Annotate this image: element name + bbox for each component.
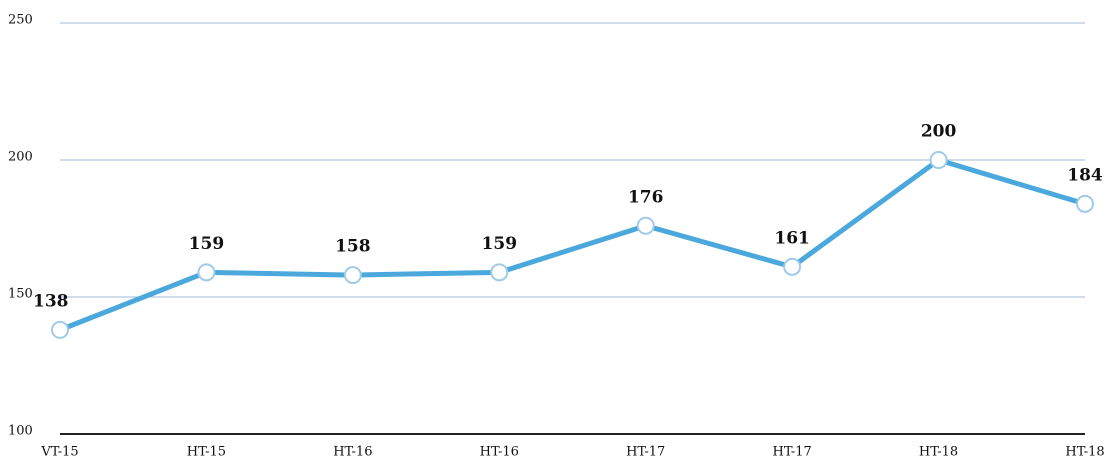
data-label: 176 xyxy=(628,187,664,207)
data-point xyxy=(1076,194,1094,213)
x-tick-label: HT-17 xyxy=(626,445,665,460)
data-point xyxy=(636,216,655,235)
x-tick-label: HT-17 xyxy=(773,445,812,460)
data-label: 200 xyxy=(921,122,957,142)
x-tick-label: HT-18 xyxy=(919,445,958,460)
x-tick-label: HT-15 xyxy=(187,445,226,460)
data-point xyxy=(783,257,802,276)
data-line xyxy=(59,157,1086,333)
data-label: 138 xyxy=(33,291,69,311)
data-label: 159 xyxy=(482,234,518,254)
data-label: 158 xyxy=(335,237,371,257)
data-point xyxy=(197,263,216,282)
data-point xyxy=(929,151,948,169)
data-label: 159 xyxy=(189,234,225,254)
x-tick-label: HT-18 xyxy=(1065,445,1104,460)
y-tick-label: 250 xyxy=(8,13,33,28)
data-point xyxy=(343,266,362,285)
data-point xyxy=(51,320,69,339)
data-label: 161 xyxy=(774,228,810,248)
y-tick-label: 200 xyxy=(8,150,33,165)
y-tick-label: 100 xyxy=(8,424,33,439)
data-label: 184 xyxy=(1067,165,1103,185)
y-tick-label: 150 xyxy=(8,287,33,302)
x-tick-label: HT-16 xyxy=(333,445,372,460)
x-tick-label: VT-15 xyxy=(40,445,78,460)
data-point xyxy=(490,263,509,282)
x-tick-label: HT-16 xyxy=(480,445,519,460)
